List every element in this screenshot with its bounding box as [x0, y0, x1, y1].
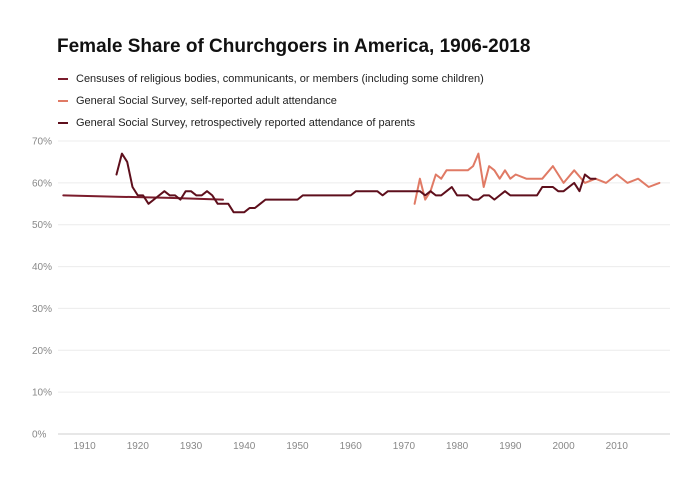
y-tick-label: 70%: [32, 137, 52, 148]
series-line-1: [413, 152, 661, 205]
x-tick-label: 2000: [552, 441, 575, 452]
x-tick-label: 1920: [127, 441, 150, 452]
legend-label-censuses: Censuses of religious bodies, communican…: [76, 73, 484, 85]
y-tick-label: 30%: [32, 304, 52, 315]
x-tick-label: 1940: [233, 441, 256, 452]
legend-item-censuses: Censuses of religious bodies, communican…: [58, 68, 484, 90]
x-tick-label: 1930: [180, 441, 203, 452]
legend-swatch-gss-parents: [58, 122, 68, 124]
y-tick-label: 20%: [32, 346, 52, 357]
y-tick-label: 10%: [32, 388, 52, 399]
series-line-2: [115, 152, 597, 214]
y-tick-label: 0%: [32, 430, 47, 441]
x-tick-label: 1910: [73, 441, 96, 452]
legend-label-gss-parents: General Social Survey, retrospectively r…: [76, 117, 416, 129]
legend-item-gss-parents: General Social Survey, retrospectively r…: [58, 112, 484, 134]
legend: Censuses of religious bodies, communican…: [58, 68, 484, 134]
legend-label-gss-adult: General Social Survey, self-reported adu…: [76, 95, 337, 107]
x-tick-label: 2010: [606, 441, 629, 452]
legend-swatch-gss-adult: [58, 100, 68, 102]
chart-title: Female Share of Churchgoers in America, …: [57, 36, 531, 57]
x-tick-label: 1980: [446, 441, 469, 452]
y-tick-label: 50%: [32, 220, 52, 231]
x-tick-label: 1970: [393, 441, 416, 452]
y-tick-label: 40%: [32, 262, 52, 273]
x-tick-label: 1950: [286, 441, 309, 452]
legend-swatch-censuses: [58, 78, 68, 80]
x-tick-label: 1990: [499, 441, 522, 452]
legend-item-gss-adult: General Social Survey, self-reported adu…: [58, 90, 484, 112]
y-tick-label: 60%: [32, 178, 52, 189]
x-tick-label: 1960: [340, 441, 363, 452]
